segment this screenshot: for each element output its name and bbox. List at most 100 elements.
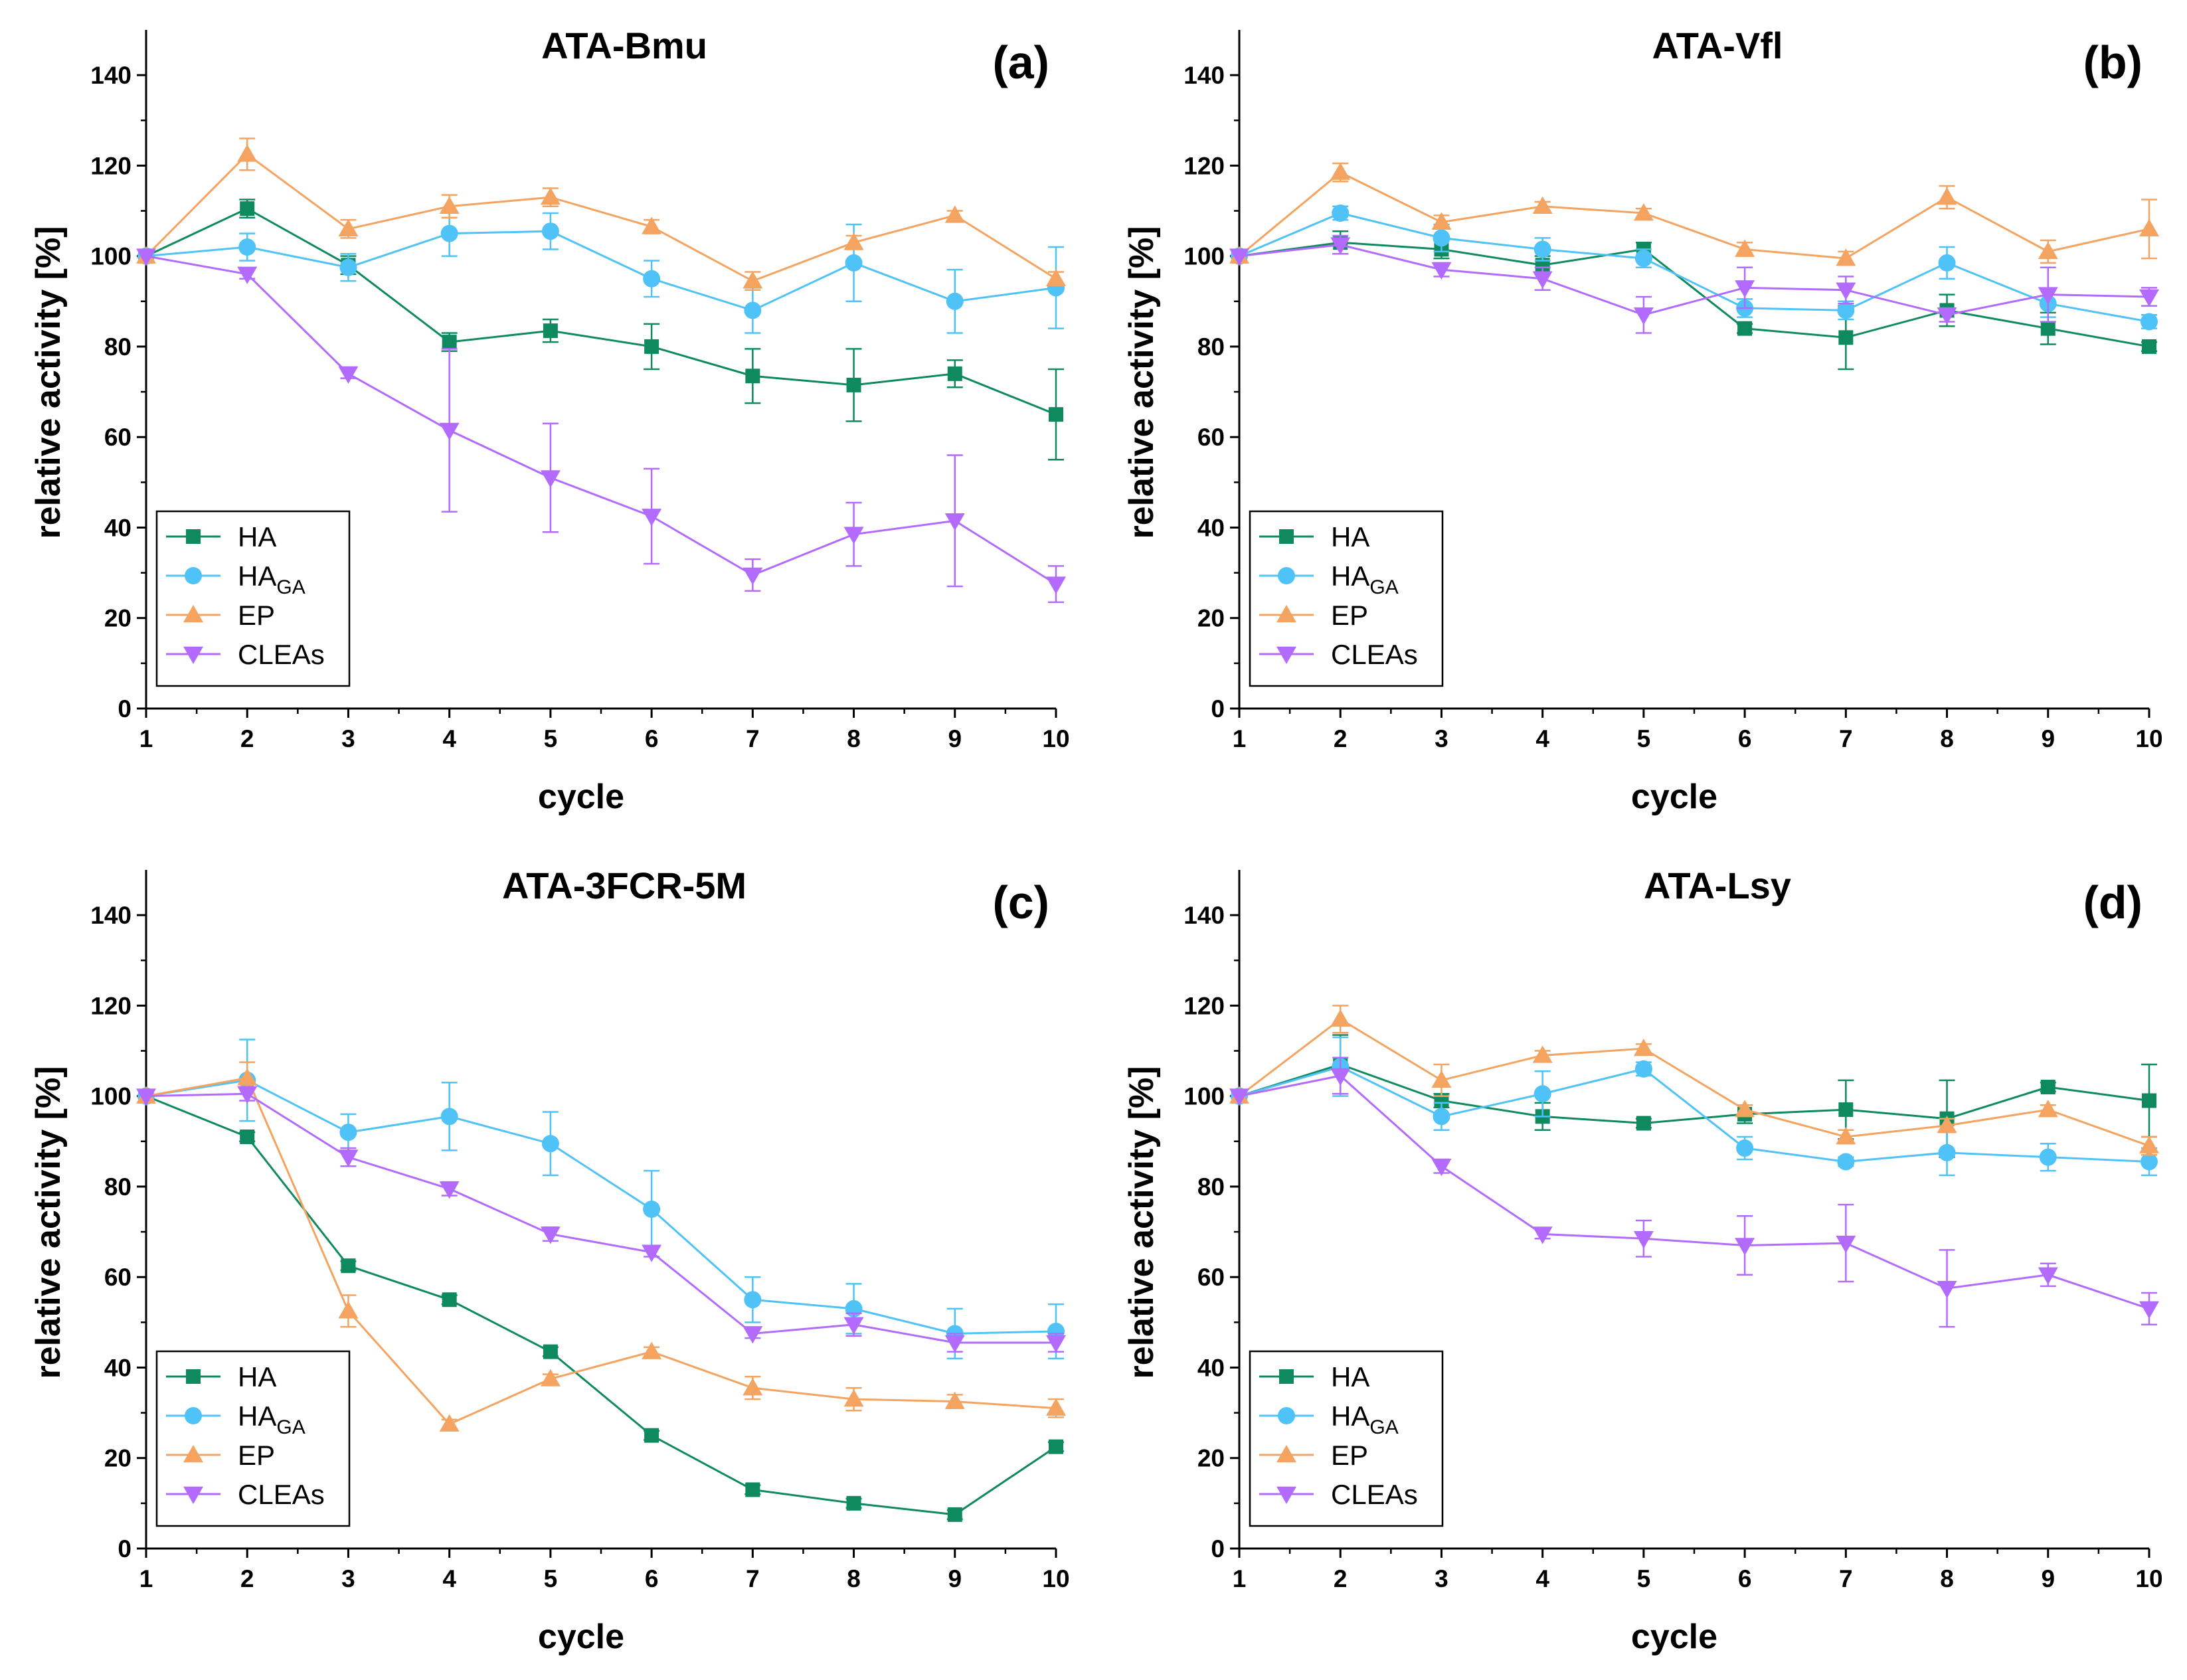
- series-line: [145, 230, 1057, 312]
- x-tick-label: 8: [1940, 1565, 1954, 1592]
- data-point: [1735, 280, 1755, 298]
- chart-panel-c: 0 20 40 60 80 100 120 140 1 2 3 4 5 6 7 8 9 10 cycle relati…: [29, 865, 1070, 1656]
- y-tick-label: 40: [104, 1354, 131, 1381]
- y-tick-label: 20: [104, 1445, 131, 1472]
- data-point: [944, 1335, 965, 1353]
- x-tick-label: 3: [341, 725, 355, 752]
- data-point: [743, 271, 763, 289]
- data-point: [1229, 1088, 1249, 1106]
- legend-marker: [183, 1486, 203, 1504]
- data-point: [543, 323, 558, 339]
- x-tick-label: 5: [1637, 1565, 1651, 1592]
- data-point: [745, 1482, 760, 1497]
- data-point: [1838, 1102, 1854, 1118]
- legend-label: EP: [238, 1440, 275, 1471]
- data-point: [339, 1124, 357, 1141]
- series-line: [145, 255, 1057, 585]
- data-point: [1735, 1100, 1755, 1118]
- legend-label-text: CLEAs: [238, 1479, 325, 1510]
- y-tick-label: 60: [1197, 424, 1225, 451]
- legend-label-text: HA: [238, 1400, 276, 1432]
- x-tick-label: 9: [2041, 1565, 2055, 1592]
- data-point: [1837, 301, 1855, 319]
- data-point: [338, 1149, 359, 1167]
- data-point: [1634, 1060, 1652, 1078]
- x-tick-label: 7: [746, 725, 760, 752]
- x-tick-label: 2: [240, 725, 254, 752]
- data-point: [2139, 289, 2159, 307]
- data-point: [237, 1086, 258, 1104]
- y-tick-label: 80: [104, 333, 131, 361]
- data-point: [1330, 162, 1351, 180]
- y-tick-label: 120: [90, 152, 131, 179]
- data-point: [1837, 1153, 1855, 1171]
- series-line: [145, 1076, 1057, 1426]
- series-line: [1239, 1063, 2150, 1125]
- data-point: [1532, 1045, 1553, 1063]
- data-point: [944, 1391, 965, 1409]
- data-point: [642, 509, 662, 527]
- data-point: [1431, 212, 1452, 230]
- data-point: [2040, 1080, 2056, 1095]
- series-cleas: [136, 248, 1066, 604]
- legend-label-text: HA: [1331, 1361, 1369, 1392]
- series-line: [1239, 1065, 2150, 1163]
- data-point: [947, 1507, 962, 1522]
- y-tick-label: 120: [1183, 992, 1225, 1019]
- legend-label: HAGA: [1331, 1400, 1399, 1438]
- data-point: [744, 301, 762, 319]
- legend-label-text: HA: [1331, 560, 1369, 592]
- data-point: [1633, 203, 1654, 221]
- data-point: [237, 1068, 258, 1086]
- legend-label: EP: [238, 600, 275, 631]
- chart-title: ATA-Bmu: [541, 25, 707, 66]
- y-tick-label: 20: [1197, 1445, 1225, 1472]
- data-point: [1330, 1068, 1351, 1086]
- series-line: [1239, 1018, 2150, 1147]
- data-point: [338, 366, 359, 384]
- data-point: [1937, 307, 1957, 325]
- x-tick-label: 4: [442, 725, 456, 752]
- data-point: [442, 1292, 457, 1307]
- data-point: [1838, 330, 1854, 345]
- y-tick-label: 80: [1197, 333, 1225, 361]
- series-line: [1239, 212, 2150, 323]
- data-point: [1836, 282, 1856, 300]
- data-point: [439, 1181, 460, 1199]
- legend-label: EP: [1331, 600, 1368, 631]
- data-point: [1633, 1039, 1654, 1056]
- data-point: [642, 1244, 662, 1262]
- legend-label-text: CLEAs: [238, 639, 325, 670]
- x-tick-label: 1: [139, 725, 153, 752]
- series-ha: [139, 199, 1064, 461]
- y-tick-label: 60: [104, 1264, 131, 1291]
- y-tick-label: 60: [104, 424, 131, 451]
- data-point: [540, 1226, 561, 1244]
- data-point: [2038, 241, 2058, 260]
- x-tick-label: 8: [1940, 725, 1954, 752]
- series-ep: [136, 137, 1066, 292]
- legend-label: CLEAs: [238, 639, 325, 670]
- data-point: [1049, 407, 1063, 422]
- data-point: [743, 1378, 763, 1396]
- data-point: [1431, 1159, 1452, 1177]
- legend-marker: [1276, 605, 1296, 623]
- legend-marker: [186, 529, 201, 544]
- x-tick-label: 5: [544, 725, 558, 752]
- legend-label-subscript: GA: [1369, 576, 1398, 598]
- data-point: [643, 270, 661, 288]
- y-tick-label: 0: [118, 1535, 131, 1562]
- series-ha: [139, 1088, 1064, 1522]
- data-point: [1330, 237, 1351, 255]
- data-point: [240, 1129, 255, 1144]
- data-point: [541, 1135, 559, 1153]
- series-cleas: [1229, 1056, 2159, 1328]
- legend-marker: [185, 1407, 202, 1424]
- legend-label-text: EP: [238, 600, 275, 631]
- y-tick-label: 140: [1183, 902, 1225, 929]
- legend-marker: [1276, 1486, 1296, 1504]
